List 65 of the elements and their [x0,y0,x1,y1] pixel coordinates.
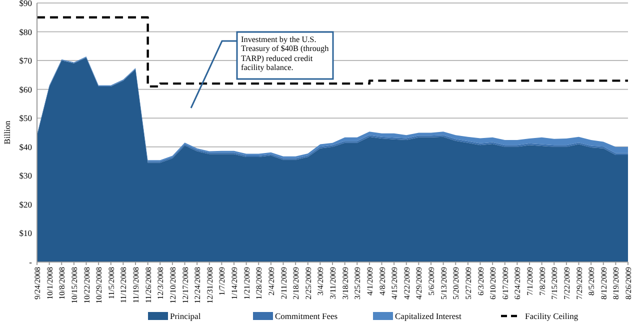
x-tick-label: 2/25/2009 [304,267,313,300]
x-tick-label: 1/28/2009 [254,267,264,300]
y-tick-label: $60 [19,84,32,94]
x-tick-label: 5/20/2009 [452,267,461,300]
x-tick-label: 11/19/2008 [132,267,140,304]
x-tick-label: 1/21/2009 [242,267,252,300]
y-tick-label: $30 [19,170,32,181]
y-tick-label: $80 [19,26,32,37]
x-tick-label: 7/22/2009 [562,267,572,300]
y-tick-label: - [29,256,32,267]
x-tick-label: 12/24/2008 [193,267,202,304]
x-tick-label: 3/4/2009 [316,267,326,296]
legend-label: Facility Ceiling [525,310,579,321]
x-tick-label: 4/1/2009 [365,267,374,296]
x-tick-label: 6/10/2009 [488,267,498,300]
x-tick-label: 8/26/2009 [624,267,633,300]
x-tick-label: 10/22/2008 [82,267,92,304]
x-tick-label: 10/15/2008 [70,267,79,304]
x-tick-label: 2/18/2009 [292,267,301,300]
x-tick-label: 8/5/2009 [587,267,596,296]
x-tick-label: 5/6/2009 [427,267,436,296]
x-tick-label: 7/29/2009 [574,267,584,300]
x-tick-label: 2/4/2009 [266,267,276,296]
x-tick-label: 4/8/2009 [378,267,387,296]
legend-label: Principal [170,310,202,321]
x-tick-label: 6/3/2009 [476,267,486,296]
x-tick-label: 11/5/2008 [106,267,116,300]
x-tick-label: 11/26/2008 [144,267,153,304]
x-tick-label: 1/7/2009 [218,267,227,296]
x-tick-label: 5/27/2009 [464,267,473,300]
y-tick-label: $40 [19,142,32,152]
annotation: Investment by the U.S. Treasury of $40B (through TARP) reduced credit facility balance. [240,34,330,74]
x-tick-label: 4/22/2009 [402,267,412,300]
x-tick-label: 11/12/2008 [119,267,128,304]
y-axis-title: Billion [2,120,12,144]
legend-label: Commitment Fees [275,310,338,321]
y-tick-label: $70 [19,56,32,66]
x-tick-label: 9/24/2008 [33,267,42,300]
x-tick-label: 2/11/2009 [279,267,288,300]
x-tick-label: 7/8/2009 [538,267,547,296]
x-tick-label: 3/25/2009 [353,267,362,300]
x-tick-label: 12/3/2008 [156,267,166,300]
x-tick-label: 4/29/2009 [414,267,424,300]
x-tick-label: 8/19/2009 [612,267,621,300]
x-tick-label: 10/8/2008 [58,267,67,300]
x-tick-label: 7/1/2009 [526,267,534,296]
x-tick-label: 7/15/2009 [550,267,560,300]
x-tick-label: 12/10/2008 [168,267,178,304]
x-tick-label: 3/18/2009 [340,267,350,300]
x-tick-label: 4/15/2009 [390,267,400,300]
y-tick-label: $10 [19,228,32,238]
x-tick-label: 10/29/2008 [94,267,104,304]
legend-label: Capitalized Interest [395,310,462,321]
y-tick-label: $90 [19,0,32,8]
x-tick-label: 12/31/2008 [205,267,214,304]
x-tick-label: 10/1/2008 [45,267,54,300]
x-tick-label: 5/13/2009 [439,267,448,300]
x-tick-label: 8/12/2009 [599,267,608,300]
y-tick-label: $20 [19,199,32,210]
y-tick-label: $50 [19,113,32,124]
x-tick-label: 6/17/2009 [500,267,510,300]
x-tick-label: 12/17/2008 [180,267,190,304]
x-tick-label: 6/24/2009 [513,267,522,300]
x-tick-label: 3/11/2009 [328,267,338,300]
x-tick-label: 1/14/2009 [230,267,239,300]
